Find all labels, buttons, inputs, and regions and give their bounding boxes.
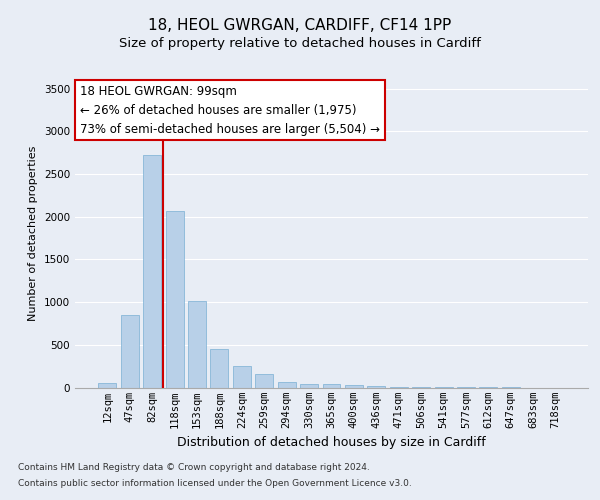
Bar — [278, 382, 296, 388]
Bar — [300, 384, 318, 388]
Text: Contains HM Land Registry data © Crown copyright and database right 2024.: Contains HM Land Registry data © Crown c… — [18, 464, 370, 472]
Bar — [211, 349, 229, 388]
Bar — [367, 386, 385, 388]
Bar — [255, 374, 273, 388]
Text: 18, HEOL GWRGAN, CARDIFF, CF14 1PP: 18, HEOL GWRGAN, CARDIFF, CF14 1PP — [148, 18, 452, 32]
Bar — [166, 210, 184, 388]
Bar — [345, 385, 363, 388]
Y-axis label: Number of detached properties: Number of detached properties — [28, 146, 38, 322]
Text: 18 HEOL GWRGAN: 99sqm
← 26% of detached houses are smaller (1,975)
73% of semi-d: 18 HEOL GWRGAN: 99sqm ← 26% of detached … — [80, 84, 380, 136]
Bar — [121, 315, 139, 388]
Bar — [323, 384, 340, 388]
Bar — [143, 155, 161, 388]
Bar — [390, 386, 408, 388]
Bar — [98, 383, 116, 388]
Text: Size of property relative to detached houses in Cardiff: Size of property relative to detached ho… — [119, 38, 481, 51]
Bar — [188, 301, 206, 388]
Bar — [233, 366, 251, 388]
Text: Contains public sector information licensed under the Open Government Licence v3: Contains public sector information licen… — [18, 478, 412, 488]
X-axis label: Distribution of detached houses by size in Cardiff: Distribution of detached houses by size … — [177, 436, 486, 449]
